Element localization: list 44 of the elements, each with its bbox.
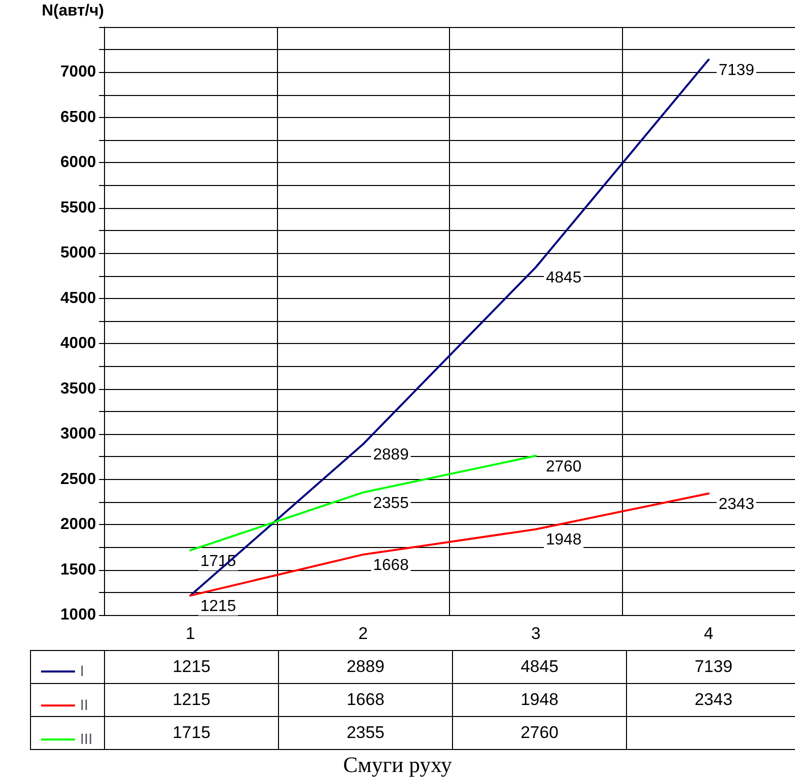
annotation: 2760 bbox=[546, 458, 582, 476]
annotation: 4845 bbox=[546, 270, 582, 287]
data-label: 4845 bbox=[452, 650, 627, 684]
y-tick-label: 3500 bbox=[60, 380, 96, 398]
x-tick-label: 4 bbox=[704, 624, 714, 643]
y-tick-label: 1000 bbox=[60, 606, 96, 624]
y-axis-title: N(авт/ч) bbox=[42, 2, 104, 20]
data-label: 1215 bbox=[104, 683, 279, 717]
data-label: 2760 bbox=[452, 716, 627, 750]
annotation: 2889 bbox=[373, 446, 409, 464]
data-label: 2889 bbox=[278, 650, 453, 684]
y-tick-label: 6000 bbox=[60, 154, 96, 172]
line-series bbox=[189, 492, 710, 597]
legend-label: I bbox=[80, 663, 84, 680]
data-label: 2343 bbox=[626, 683, 795, 717]
y-tick-label: 4500 bbox=[60, 290, 96, 307]
annotation: 7139 bbox=[718, 62, 754, 80]
x-tick-label: 1 bbox=[186, 624, 196, 643]
y-tick-label: 2500 bbox=[60, 470, 96, 488]
x-axis-title: Смуги руху bbox=[342, 752, 453, 778]
annotation: 2355 bbox=[373, 494, 409, 512]
data-label: 7139 bbox=[626, 650, 795, 684]
x-tick-label: 2 bbox=[358, 624, 368, 643]
y-tick-label: 3000 bbox=[60, 426, 96, 443]
x-tick-label: 3 bbox=[531, 624, 541, 643]
legend-label: II bbox=[80, 697, 88, 714]
data-label: 1668 bbox=[278, 683, 453, 717]
data-label: 1215 bbox=[104, 650, 279, 684]
y-tick-label: 5500 bbox=[60, 199, 96, 216]
data-label: 1715 bbox=[104, 716, 279, 750]
annotation: 1948 bbox=[546, 532, 582, 549]
y-tick-label: 7000 bbox=[60, 64, 96, 81]
annotation: 1215 bbox=[200, 598, 236, 616]
legend-label: III bbox=[80, 731, 93, 748]
data-label: 1948 bbox=[452, 683, 627, 717]
y-tick-label: 4000 bbox=[60, 335, 96, 352]
line-series bbox=[189, 58, 710, 597]
annotation: 2343 bbox=[718, 496, 754, 514]
y-tick-label: 5000 bbox=[60, 244, 96, 262]
data-label: 2355 bbox=[278, 716, 453, 750]
y-tick-label: 6500 bbox=[60, 108, 96, 126]
y-tick-label: 1500 bbox=[60, 561, 96, 578]
y-tick-label: 2000 bbox=[60, 516, 96, 534]
annotation: 1668 bbox=[373, 557, 409, 574]
